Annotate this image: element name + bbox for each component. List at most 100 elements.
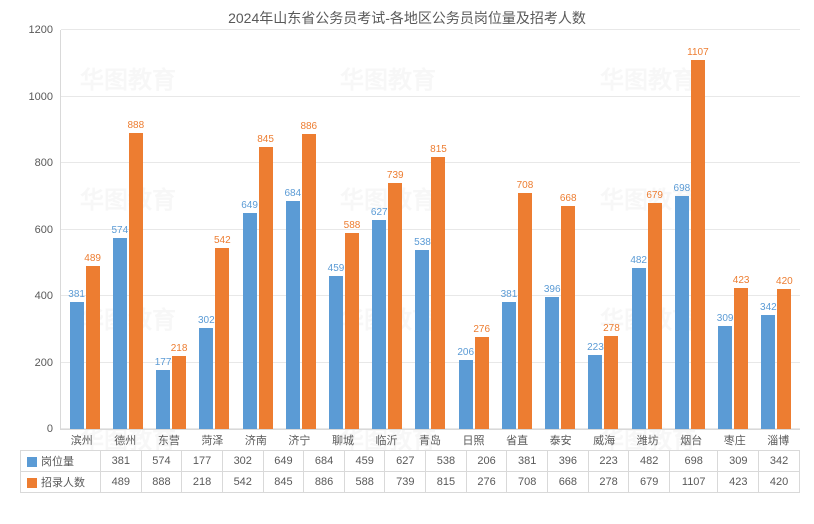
bar: 815 — [431, 157, 445, 429]
y-axis-label: 800 — [35, 157, 53, 169]
legend-value-cell: 482 — [629, 451, 670, 472]
legend-value-cell: 538 — [426, 451, 467, 472]
bar: 420 — [777, 289, 791, 429]
bar-group: 302542 — [193, 248, 236, 429]
x-axis-label: 泰安 — [539, 432, 583, 448]
x-axis-label: 济南 — [234, 432, 278, 448]
bar-value-label: 574 — [112, 225, 129, 236]
bar-group: 627739 — [366, 183, 409, 429]
bar-value-label: 888 — [128, 120, 145, 131]
bar-group: 574888 — [106, 133, 149, 429]
legend-row: 招录人数489888218542845886588739815276708668… — [21, 472, 800, 493]
bar: 739 — [388, 183, 402, 429]
bar-value-label: 739 — [387, 170, 404, 181]
legend-value-cell: 218 — [182, 472, 223, 493]
x-axis-labels: 滨州德州东营菏泽济南济宁聊城临沂青岛日照省直泰安威海潍坊烟台枣庄淄博 — [60, 432, 800, 448]
legend-value-cell: 309 — [718, 451, 759, 472]
x-axis-label: 德州 — [104, 432, 148, 448]
legend-value-cell: 888 — [141, 472, 182, 493]
bar-group: 482679 — [625, 203, 668, 429]
bar: 223 — [588, 355, 602, 429]
x-axis-label: 威海 — [582, 432, 626, 448]
bar-value-label: 177 — [155, 357, 172, 368]
bar-group: 309423 — [712, 288, 755, 429]
bar-group: 177218 — [149, 356, 192, 429]
legend-value-cell: 627 — [385, 451, 426, 472]
legend-row: 岗位量3815741773026496844596275382063813962… — [21, 451, 800, 472]
bar-value-label: 538 — [414, 237, 431, 248]
y-axis-label: 200 — [35, 357, 53, 369]
bar-value-label: 679 — [646, 190, 663, 201]
bar-value-label: 420 — [776, 276, 793, 287]
x-axis-label: 烟台 — [669, 432, 713, 448]
x-axis-label: 日照 — [452, 432, 496, 448]
bar: 588 — [345, 233, 359, 429]
bar: 684 — [286, 201, 300, 429]
legend-value-cell: 739 — [385, 472, 426, 493]
bar-value-label: 542 — [214, 235, 231, 246]
bar-value-label: 627 — [371, 207, 388, 218]
bar-group: 342420 — [755, 289, 798, 429]
bar-value-label: 845 — [257, 134, 274, 145]
bar-value-label: 381 — [68, 289, 85, 300]
legend-value-cell: 381 — [507, 451, 548, 472]
bar-value-label: 342 — [760, 302, 777, 313]
bar: 459 — [329, 276, 343, 429]
bar-value-label: 223 — [587, 342, 604, 353]
bar-group: 459588 — [322, 233, 365, 429]
legend-value-cell: 588 — [344, 472, 385, 493]
chart-container: 华图教育 华图教育 华图教育 华图教育 华图教育 华图教育 华图教育 华图教育 … — [0, 0, 814, 524]
legend-data-table: 岗位量3815741773026496844596275382063813962… — [20, 450, 800, 493]
bar-value-label: 276 — [473, 324, 490, 335]
bar: 396 — [545, 297, 559, 429]
bar: 489 — [86, 266, 100, 429]
bar: 309 — [718, 326, 732, 429]
y-axis-label: 400 — [35, 290, 53, 302]
legend-value-cell: 684 — [304, 451, 345, 472]
bar-group: 381489 — [63, 266, 106, 429]
bar: 206 — [459, 360, 473, 429]
bar-value-label: 668 — [560, 193, 577, 204]
bar: 218 — [172, 356, 186, 429]
bar: 381 — [70, 302, 84, 429]
x-axis-label: 济宁 — [278, 432, 322, 448]
legend-value-cell: 679 — [629, 472, 670, 493]
x-axis-label: 青岛 — [408, 432, 452, 448]
bar: 574 — [113, 238, 127, 429]
legend-value-cell: 698 — [669, 451, 718, 472]
bar: 649 — [243, 213, 257, 429]
x-axis-label: 菏泽 — [191, 432, 235, 448]
bar-value-label: 815 — [430, 144, 447, 155]
bar: 302 — [199, 328, 213, 429]
legend-marker — [27, 478, 37, 488]
y-axis-label: 600 — [35, 224, 53, 236]
legend-value-cell: 574 — [141, 451, 182, 472]
bar: 627 — [372, 220, 386, 429]
legend-value-cell: 342 — [759, 451, 800, 472]
bar: 177 — [156, 370, 170, 429]
y-axis-label: 1000 — [29, 91, 53, 103]
bar-value-label: 489 — [84, 253, 101, 264]
bar: 278 — [604, 336, 618, 429]
y-axis-label: 1200 — [29, 24, 53, 36]
legend-value-cell: 276 — [466, 472, 507, 493]
bar: 342 — [761, 315, 775, 429]
bar: 538 — [415, 250, 429, 429]
bars-area: 3814895748881772183025426498456848864595… — [61, 30, 800, 429]
bar-group: 649845 — [236, 147, 279, 429]
bar-value-label: 588 — [344, 220, 361, 231]
bar: 886 — [302, 134, 316, 429]
x-axis-label: 东营 — [147, 432, 191, 448]
legend-value-cell: 177 — [182, 451, 223, 472]
bar: 679 — [648, 203, 662, 429]
bar: 423 — [734, 288, 748, 429]
chart-title: 2024年山东省公务员考试-各地区公务员岗位量及招考人数 — [0, 8, 814, 28]
bar-value-label: 278 — [603, 323, 620, 334]
bar-value-label: 684 — [284, 188, 301, 199]
x-axis-label: 潍坊 — [626, 432, 670, 448]
y-axis-label: 0 — [47, 423, 53, 435]
bar: 1107 — [691, 60, 705, 429]
bar-value-label: 708 — [517, 180, 534, 191]
legend-value-cell: 302 — [222, 451, 263, 472]
x-axis-label: 滨州 — [60, 432, 104, 448]
